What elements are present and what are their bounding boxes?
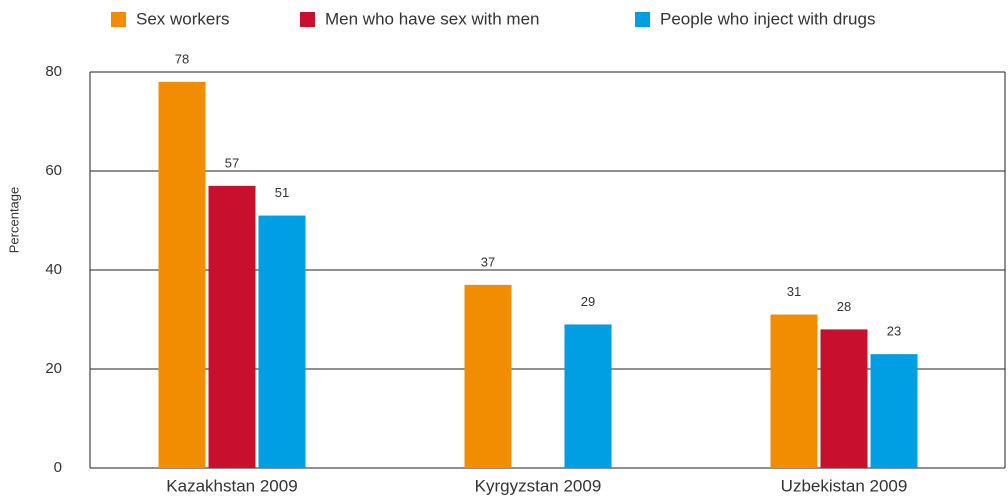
legend-label: People who inject with drugs	[660, 9, 875, 28]
data-label: 57	[225, 155, 239, 170]
legend-label: Men who have sex with men	[325, 9, 540, 28]
bar	[464, 284, 512, 468]
bar	[258, 215, 306, 468]
legend-swatch	[635, 12, 650, 27]
bar	[770, 314, 818, 468]
data-label: 23	[887, 324, 901, 339]
legend-swatch	[300, 12, 315, 27]
y-tick-label: 0	[54, 459, 62, 476]
y-axis-label: Percentage	[6, 187, 21, 254]
y-tick-label: 60	[45, 162, 62, 179]
data-label: 28	[837, 299, 851, 314]
bar	[158, 81, 206, 469]
bar	[820, 329, 868, 468]
bar	[564, 324, 612, 468]
data-label: 29	[581, 294, 595, 309]
legend-swatch	[111, 12, 126, 27]
y-tick-label: 20	[45, 360, 62, 377]
y-tick-label: 80	[45, 63, 62, 80]
legend-label: Sex workers	[136, 9, 230, 28]
data-label: 37	[481, 254, 495, 269]
data-label: 31	[787, 284, 801, 299]
x-tick-label: Uzbekistan 2009	[781, 476, 908, 495]
data-label: 51	[275, 185, 289, 200]
x-tick-label: Kazakhstan 2009	[166, 476, 297, 495]
bar	[208, 185, 256, 468]
bar	[870, 354, 918, 468]
data-label: 78	[175, 51, 189, 66]
x-tick-label: Kyrgyzstan 2009	[475, 476, 602, 495]
y-tick-label: 40	[45, 261, 62, 278]
